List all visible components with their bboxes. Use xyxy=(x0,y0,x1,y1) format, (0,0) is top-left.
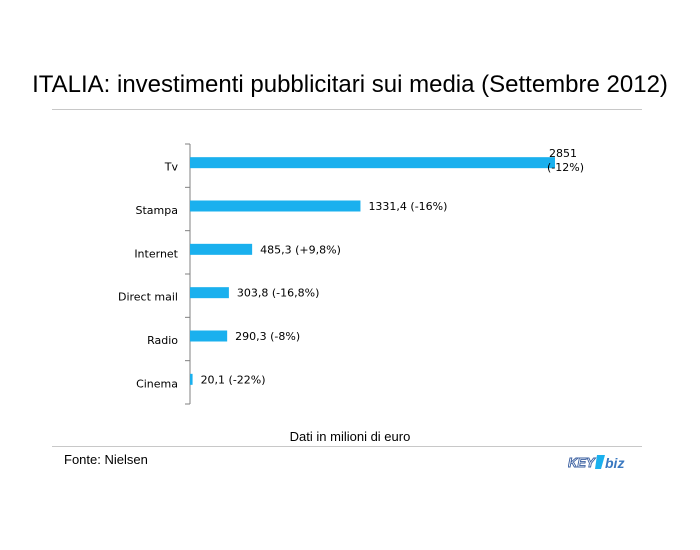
bar-cinema xyxy=(190,373,193,385)
bar-direct-mail xyxy=(190,287,229,299)
data-label-line: 2851 xyxy=(549,147,577,160)
footer-divider xyxy=(52,446,642,447)
category-label: Radio xyxy=(147,334,178,347)
svg-text:KEY: KEY xyxy=(568,455,596,470)
bar-radio xyxy=(190,330,228,342)
data-label: 20,1 (-22%) xyxy=(201,373,266,386)
source-note: Fonte: Nielsen xyxy=(64,452,148,467)
category-label: Direct mail xyxy=(118,291,178,304)
data-label: 1331,4 (-16%) xyxy=(368,200,447,213)
category-label: Tv xyxy=(164,161,179,174)
svg-text:biz: biz xyxy=(605,455,624,471)
unit-caption: Dati in milioni di euro xyxy=(289,429,411,444)
category-label: Stampa xyxy=(136,204,178,217)
data-label-line: (-12%) xyxy=(547,161,584,174)
data-label: 303,8 (-16,8%) xyxy=(237,287,319,300)
data-label: 485,3 (+9,8%) xyxy=(260,243,341,256)
data-label: 2851 (-12%) xyxy=(547,147,584,174)
category-label: Cinema xyxy=(136,377,178,390)
data-label: 290,3 (-8%) xyxy=(235,330,300,343)
category-label: Internet xyxy=(134,247,178,260)
bar-stampa xyxy=(190,200,361,212)
bar-internet xyxy=(190,243,253,255)
key4biz-logo: KEY biz xyxy=(568,455,624,471)
title-divider xyxy=(52,109,642,110)
chart-title: ITALIA: investimenti pubblicitari sui me… xyxy=(32,71,668,98)
bar-tv xyxy=(190,157,555,169)
